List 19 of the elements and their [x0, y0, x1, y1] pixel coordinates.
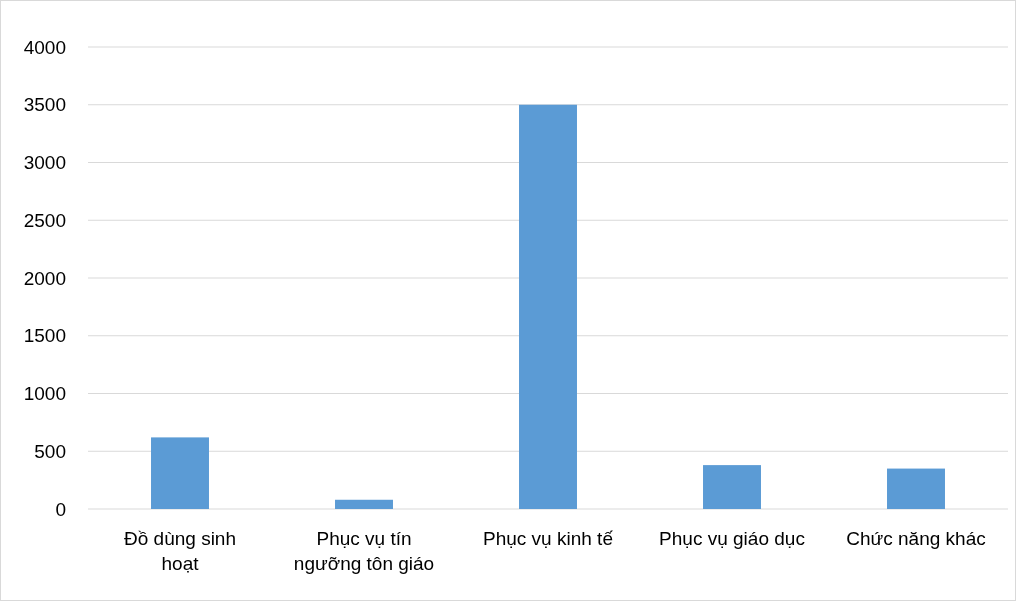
y-tick-label: 4000 — [23, 36, 66, 58]
bar — [335, 499, 393, 509]
y-tick-label: 0 — [55, 498, 66, 520]
y-tick-label: 2000 — [23, 267, 66, 289]
y-tick-label: 1500 — [23, 325, 66, 347]
y-tick-label: 2500 — [23, 209, 66, 231]
bar — [703, 465, 761, 509]
x-tick-label: Đồ dùng sinh hoạt — [124, 528, 236, 574]
y-tick-label: 1000 — [23, 383, 66, 405]
y-tick-label: 500 — [34, 440, 66, 462]
bar — [887, 468, 945, 509]
x-tick-label: Phục vụ kinh tế — [483, 528, 614, 549]
bar — [519, 104, 577, 509]
y-tick-label: 3500 — [23, 94, 66, 116]
x-tick-label: Chức năng khác — [846, 528, 986, 549]
bar — [151, 437, 209, 509]
y-tick-label: 3000 — [23, 152, 66, 174]
x-tick-label: Phục vụ tín ngưỡng tôn giáo — [293, 528, 435, 574]
x-tick-label: Phục vụ giáo dục — [659, 528, 805, 549]
